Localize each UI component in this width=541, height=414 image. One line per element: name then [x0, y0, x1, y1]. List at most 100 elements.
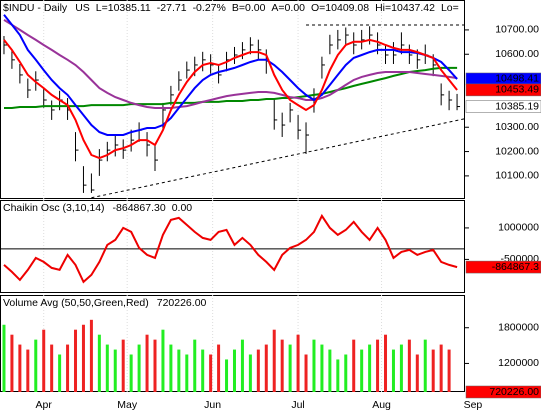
- volume-bar: [201, 349, 205, 392]
- volume-bar: [193, 339, 197, 392]
- moving-average-line: [3, 19, 458, 109]
- volume-bar: [217, 344, 221, 392]
- volume-bar: [240, 339, 244, 392]
- volume-bar: [18, 344, 22, 392]
- header-value: A=0.00: [271, 2, 305, 14]
- volume-bar: [81, 324, 85, 392]
- trend-line: [91, 118, 465, 199]
- volume-bar: [161, 329, 165, 392]
- volume-bar: [58, 354, 62, 392]
- panel-marks: [3, 14, 465, 199]
- header-value: -0.27%: [193, 2, 226, 14]
- x-tick-label: Aug: [372, 399, 391, 411]
- volume-bar: [312, 339, 316, 392]
- y-tick-label: 10100.00: [495, 170, 539, 182]
- last-value-label: 10453.49: [495, 84, 539, 96]
- panel-frame: [0, 200, 465, 293]
- moving-average-line: [3, 14, 458, 136]
- last-value-label: 10385.19: [495, 100, 539, 112]
- panel-marks: [2, 319, 459, 392]
- volume-bar: [232, 349, 236, 392]
- y-tick-label: 1000000: [498, 222, 539, 234]
- header-value: 720226.00: [157, 297, 207, 309]
- header-value: O=10409.08: [311, 2, 369, 14]
- x-tick-label: May: [117, 399, 138, 411]
- header-value: -864867.30: [113, 202, 166, 214]
- volume-bar: [368, 344, 372, 392]
- last-value-label: 10498.41: [495, 73, 539, 85]
- panel-title: Chaikin Osc (3,10,14): [3, 202, 105, 214]
- last-value-box: [465, 100, 541, 113]
- x-tick-label: Sep: [464, 399, 483, 411]
- y-tick-label: 10700.00: [495, 24, 539, 36]
- volume-bar: [256, 349, 260, 392]
- panel-marks: [0, 213, 465, 284]
- panel-title: $INDU - Daily: [3, 2, 68, 14]
- panel-title: Volume Avg (50,50,Green,Red): [3, 297, 149, 309]
- moving-average-line: [4, 66, 458, 109]
- volume-bar: [121, 339, 125, 392]
- volume-bar: [296, 334, 300, 392]
- volume-bar: [153, 339, 157, 392]
- y-tick-label: 10600.00: [495, 48, 539, 60]
- volume-bar: [248, 354, 252, 392]
- volume-bar: [280, 339, 284, 392]
- volume-bar: [169, 344, 173, 392]
- y-tick-label: 10300.00: [495, 121, 539, 133]
- volume-bar: [272, 329, 276, 392]
- volume-bar: [384, 334, 388, 392]
- volume-bar: [177, 349, 181, 392]
- header-value: -27.71: [157, 2, 187, 14]
- x-tick-label: Jun: [204, 399, 221, 411]
- moving-average-line: [3, 38, 458, 160]
- y-tick-label: 1200000: [498, 357, 539, 369]
- volume-bar: [431, 349, 435, 392]
- y-tick-label: 10200.00: [495, 145, 539, 157]
- header-value: 0.00: [172, 202, 193, 214]
- last-value-label: 720226.00: [489, 386, 539, 398]
- panel-frame: [0, 295, 465, 392]
- volume-bar: [264, 344, 268, 392]
- volume-bar: [376, 339, 380, 392]
- volume-bar: [360, 349, 364, 392]
- header-value: US: [75, 2, 90, 14]
- panel-frame: [0, 0, 465, 199]
- header-value: B=0.00: [232, 2, 266, 14]
- volume-bar: [328, 349, 332, 392]
- volume-bar: [137, 344, 141, 392]
- volume-bar: [352, 339, 356, 392]
- volume-bar: [26, 349, 30, 392]
- header-value: L=10385.11: [96, 2, 151, 14]
- volume-bar: [2, 324, 6, 392]
- x-tick-label: Apr: [36, 399, 53, 411]
- header-value: Hi=10437.42: [375, 2, 435, 14]
- volume-bar: [415, 354, 419, 392]
- last-value-box: [465, 83, 541, 97]
- volume-bar: [399, 344, 403, 392]
- volume-bar: [447, 349, 451, 392]
- volume-bar: [423, 339, 427, 392]
- header-value: Lo=: [441, 2, 459, 14]
- volume-bar: [320, 344, 324, 392]
- volume-bar: [89, 319, 93, 392]
- volume-bar: [34, 339, 38, 392]
- last-value-box: [465, 385, 541, 399]
- volume-bar: [304, 354, 308, 392]
- volume-bar: [209, 354, 213, 392]
- volume-bar: [50, 344, 54, 392]
- volume-bar: [288, 344, 292, 392]
- oscillator-line: [3, 213, 458, 284]
- volume-bar: [42, 329, 46, 392]
- volume-bar: [66, 344, 70, 392]
- volume-bar: [105, 344, 109, 392]
- last-value-label: -864867.3: [492, 261, 539, 273]
- volume-bar: [113, 349, 117, 392]
- volume-bar: [439, 344, 443, 392]
- volume-bar: [145, 334, 149, 392]
- y-tick-label: 1800000: [498, 322, 539, 334]
- volume-bar: [336, 359, 340, 392]
- volume-bar: [97, 334, 101, 392]
- volume-bar: [225, 359, 229, 392]
